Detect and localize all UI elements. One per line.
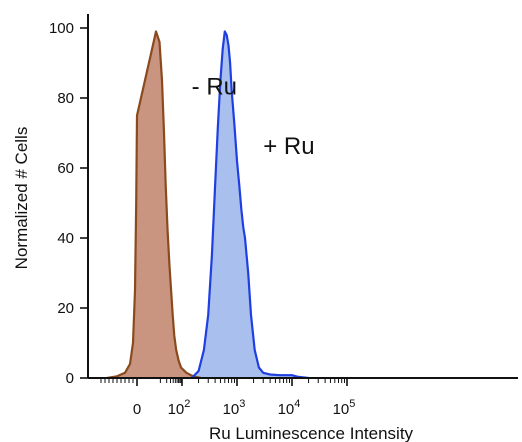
y-tick-label: 40: [57, 230, 74, 247]
annotations: - Ru + Ru: [192, 74, 315, 161]
y-axis-title: Normalized # Cells: [12, 127, 31, 270]
y-tick-label: 100: [49, 20, 74, 37]
series-area-0: [107, 31, 201, 378]
x-tick-label: 103: [223, 398, 246, 418]
series-lines: [106, 30, 309, 380]
y-axis-ticks: 0 20 40 60 80 100: [49, 20, 88, 387]
series-line-1: [190, 30, 309, 380]
x-axis-ticks: 0 102 103 104 105: [100, 378, 356, 418]
series-annotation: + Ru: [263, 133, 314, 160]
x-tick-label: 102: [168, 398, 191, 418]
y-tick-label: 60: [57, 160, 74, 177]
series-fills: [107, 31, 309, 378]
x-tick-label: 0: [133, 401, 141, 418]
x-tick-label: 105: [333, 398, 356, 418]
y-tick-label: 20: [57, 300, 74, 317]
series-area-1: [191, 31, 309, 378]
x-tick-label: 104: [278, 398, 301, 418]
x-axis-title: Ru Luminescence Intensity: [209, 424, 414, 442]
y-tick-label: 80: [57, 90, 74, 107]
y-tick-label: 0: [66, 370, 74, 387]
series-line-0: [106, 30, 202, 380]
series-annotation: - Ru: [192, 74, 237, 101]
